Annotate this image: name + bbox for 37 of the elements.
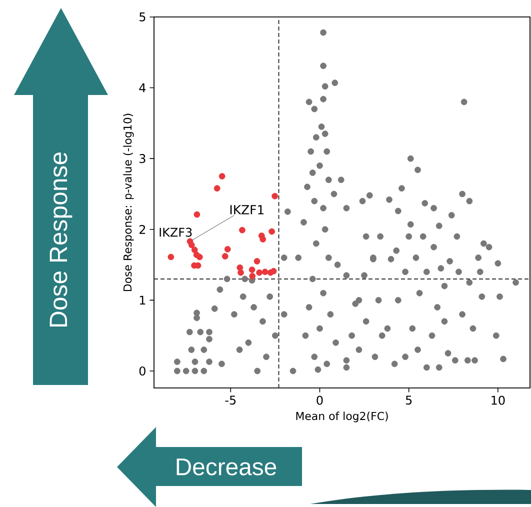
point	[238, 269, 244, 276]
x-axis-title: Mean of log2(FC)	[296, 412, 388, 422]
point	[248, 266, 256, 273]
x-tick-label: -5	[225, 396, 236, 405]
point	[239, 226, 246, 234]
y-tick-label: 4	[139, 83, 146, 92]
annotation: IKZF1	[230, 205, 264, 214]
point	[222, 253, 228, 260]
point	[188, 242, 195, 248]
text: Decrease	[176, 458, 276, 476]
y-tick-label: 0	[139, 366, 146, 376]
annotation: IKZF3	[160, 228, 192, 237]
point	[236, 264, 244, 271]
x-tick-label: 5	[406, 396, 412, 405]
text: Dose Response	[50, 152, 72, 327]
point	[196, 254, 203, 260]
point	[268, 228, 275, 235]
point	[218, 173, 226, 180]
y-tick-label: 3	[140, 154, 146, 164]
point	[262, 268, 268, 276]
point	[270, 268, 277, 274]
point	[224, 246, 231, 252]
point	[256, 269, 263, 276]
point	[260, 236, 266, 242]
point	[214, 185, 220, 192]
point	[272, 192, 278, 200]
x-tick-label: 10	[492, 396, 505, 405]
x-tick-label: 0	[316, 396, 323, 405]
y-tick-label: 1	[140, 296, 146, 305]
point	[194, 211, 200, 218]
y-axis-title: Dose Response: p-value (-log10)	[123, 114, 134, 292]
point	[191, 246, 198, 254]
point	[249, 272, 256, 280]
y-tick-label: 5	[140, 12, 146, 22]
point	[168, 254, 174, 260]
y-tick-label: 2	[140, 224, 146, 234]
point	[254, 258, 260, 264]
